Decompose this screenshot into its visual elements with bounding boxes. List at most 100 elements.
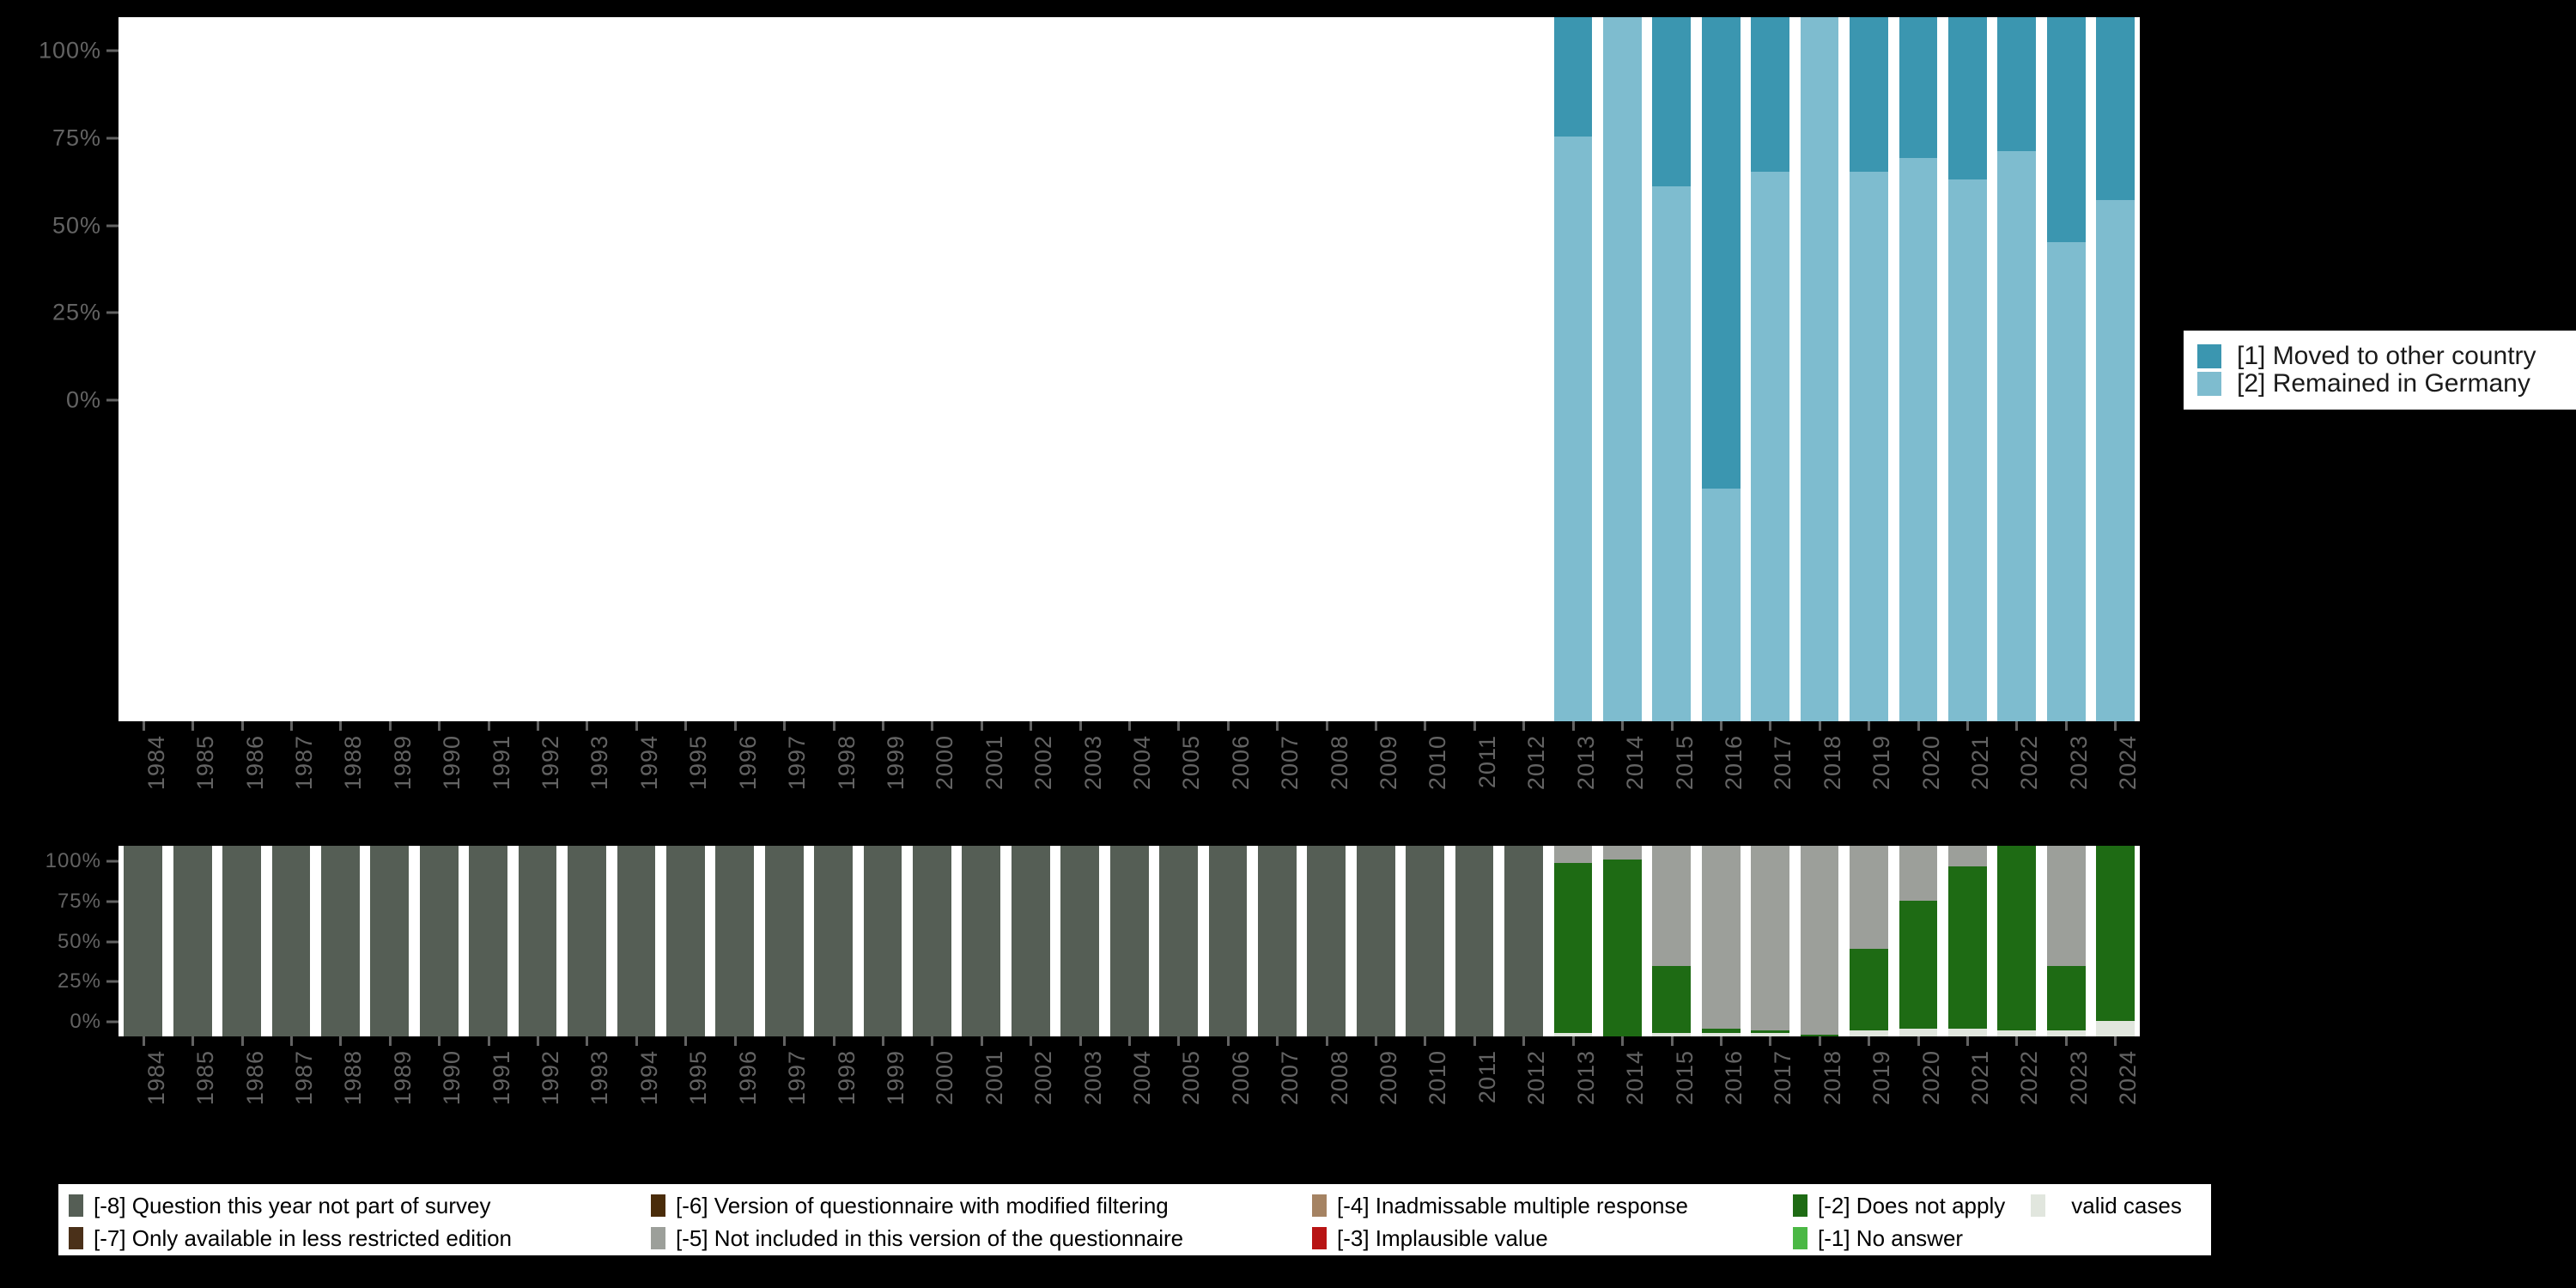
bar-segment[interactable] <box>1455 846 1494 1036</box>
bar-segment[interactable] <box>1553 1032 1593 1036</box>
bar-column[interactable] <box>1647 17 1696 721</box>
flag-legend-cell[interactable]: [-6] Version of questionnaire with modif… <box>651 1193 1312 1219</box>
bar-segment[interactable] <box>913 846 951 1036</box>
bar-column[interactable] <box>118 17 167 721</box>
bar-column[interactable] <box>710 846 759 1036</box>
bar-segment[interactable] <box>1602 17 1642 721</box>
bar-segment[interactable] <box>1258 846 1297 1036</box>
bar-segment[interactable] <box>2046 965 2086 1031</box>
bar-segment[interactable] <box>1751 1032 1790 1036</box>
bar-column[interactable] <box>809 17 858 721</box>
bar-segment[interactable] <box>1899 901 1938 1030</box>
bar-column[interactable] <box>1697 17 1746 721</box>
bar-segment[interactable] <box>1947 1029 1987 1036</box>
bar-segment[interactable] <box>1899 846 1938 902</box>
bar-segment[interactable] <box>1850 948 1888 1031</box>
bar-segment[interactable] <box>1406 846 1445 1036</box>
bar-column[interactable] <box>1795 846 1844 1036</box>
bar-column[interactable] <box>118 846 167 1036</box>
bar-segment[interactable] <box>1800 17 1839 721</box>
bar-segment[interactable] <box>1850 172 1888 721</box>
bar-column[interactable] <box>1697 846 1746 1036</box>
bar-segment[interactable] <box>1553 862 1593 1033</box>
bar-segment[interactable] <box>2046 1030 2086 1036</box>
bar-column[interactable] <box>167 17 216 721</box>
bar-segment[interactable] <box>469 846 508 1036</box>
bar-column[interactable] <box>415 846 464 1036</box>
bar-segment[interactable] <box>1602 859 1642 1036</box>
bar-column[interactable] <box>1598 846 1647 1036</box>
bar-column[interactable] <box>1746 17 1795 721</box>
bar-segment[interactable] <box>863 846 902 1036</box>
bar-segment[interactable] <box>419 846 459 1036</box>
bar-column[interactable] <box>858 846 907 1036</box>
bar-segment[interactable] <box>1504 846 1543 1036</box>
bar-column[interactable] <box>266 846 315 1036</box>
bar-segment[interactable] <box>962 846 1001 1036</box>
bar-column[interactable] <box>957 846 1005 1036</box>
bar-segment[interactable] <box>665 846 705 1036</box>
bar-segment[interactable] <box>2046 17 2086 243</box>
bar-column[interactable] <box>1352 846 1400 1036</box>
bar-column[interactable] <box>1449 17 1498 721</box>
bar-column[interactable] <box>1449 846 1498 1036</box>
flag-legend-cell[interactable]: [-4] Inadmissable multiple response <box>1312 1193 1793 1219</box>
bar-segment[interactable] <box>1800 846 1839 1035</box>
bar-segment[interactable] <box>1652 846 1692 966</box>
bar-column[interactable] <box>1400 17 1449 721</box>
bar-segment[interactable] <box>1701 1029 1741 1033</box>
bar-segment[interactable] <box>2046 846 2086 966</box>
bar-column[interactable] <box>365 17 414 721</box>
bar-segment[interactable] <box>1751 1030 1790 1033</box>
bar-column[interactable] <box>266 17 315 721</box>
bar-column[interactable] <box>365 846 414 1036</box>
bar-segment[interactable] <box>1850 846 1888 949</box>
bar-column[interactable] <box>1253 17 1302 721</box>
bar-column[interactable] <box>1844 17 1893 721</box>
bar-column[interactable] <box>1548 846 1597 1036</box>
bar-column[interactable] <box>1006 846 1055 1036</box>
flag-legend-cell[interactable]: valid cases <box>2031 1193 2182 1219</box>
bar-segment[interactable] <box>1997 150 2037 721</box>
bar-segment[interactable] <box>1997 846 2037 1031</box>
bar-segment[interactable] <box>1553 137 1593 721</box>
bar-column[interactable] <box>1006 17 1055 721</box>
bar-column[interactable] <box>1253 846 1302 1036</box>
bar-segment[interactable] <box>1899 158 1938 721</box>
bar-segment[interactable] <box>1652 1032 1692 1036</box>
bar-segment[interactable] <box>1947 179 1987 721</box>
bar-column[interactable] <box>1992 846 2041 1036</box>
bar-segment[interactable] <box>1553 17 1593 137</box>
bar-segment[interactable] <box>1011 846 1050 1036</box>
bar-column[interactable] <box>908 846 957 1036</box>
bar-column[interactable] <box>759 17 808 721</box>
bar-column[interactable] <box>1154 846 1203 1036</box>
bar-segment[interactable] <box>1947 846 1987 867</box>
bar-segment[interactable] <box>1602 846 1642 860</box>
bar-segment[interactable] <box>1751 17 1790 173</box>
bar-column[interactable] <box>1302 846 1351 1036</box>
bar-column[interactable] <box>1104 846 1153 1036</box>
bar-column[interactable] <box>1499 846 1548 1036</box>
flag-legend-cell[interactable]: [-3] Implausible value <box>1312 1225 1793 1252</box>
bar-segment[interactable] <box>1800 1034 1839 1036</box>
bar-column[interactable] <box>2041 846 2090 1036</box>
bar-column[interactable] <box>1992 17 2041 721</box>
bar-column[interactable] <box>1302 17 1351 721</box>
bar-column[interactable] <box>1795 17 1844 721</box>
bar-column[interactable] <box>217 17 266 721</box>
bar-column[interactable] <box>759 846 808 1036</box>
bar-column[interactable] <box>513 846 562 1036</box>
bar-segment[interactable] <box>2046 242 2086 721</box>
bar-column[interactable] <box>2041 17 2090 721</box>
bar-segment[interactable] <box>1751 846 1790 1031</box>
bar-column[interactable] <box>415 17 464 721</box>
flag-legend-cell[interactable]: [-1] No answer <box>1793 1225 1963 1252</box>
bar-segment[interactable] <box>222 846 261 1036</box>
bar-column[interactable] <box>562 846 611 1036</box>
bar-segment[interactable] <box>1356 846 1395 1036</box>
bar-segment[interactable] <box>715 846 755 1036</box>
bar-column[interactable] <box>1746 846 1795 1036</box>
bar-segment[interactable] <box>617 846 656 1036</box>
bar-segment[interactable] <box>1652 965 1692 1033</box>
